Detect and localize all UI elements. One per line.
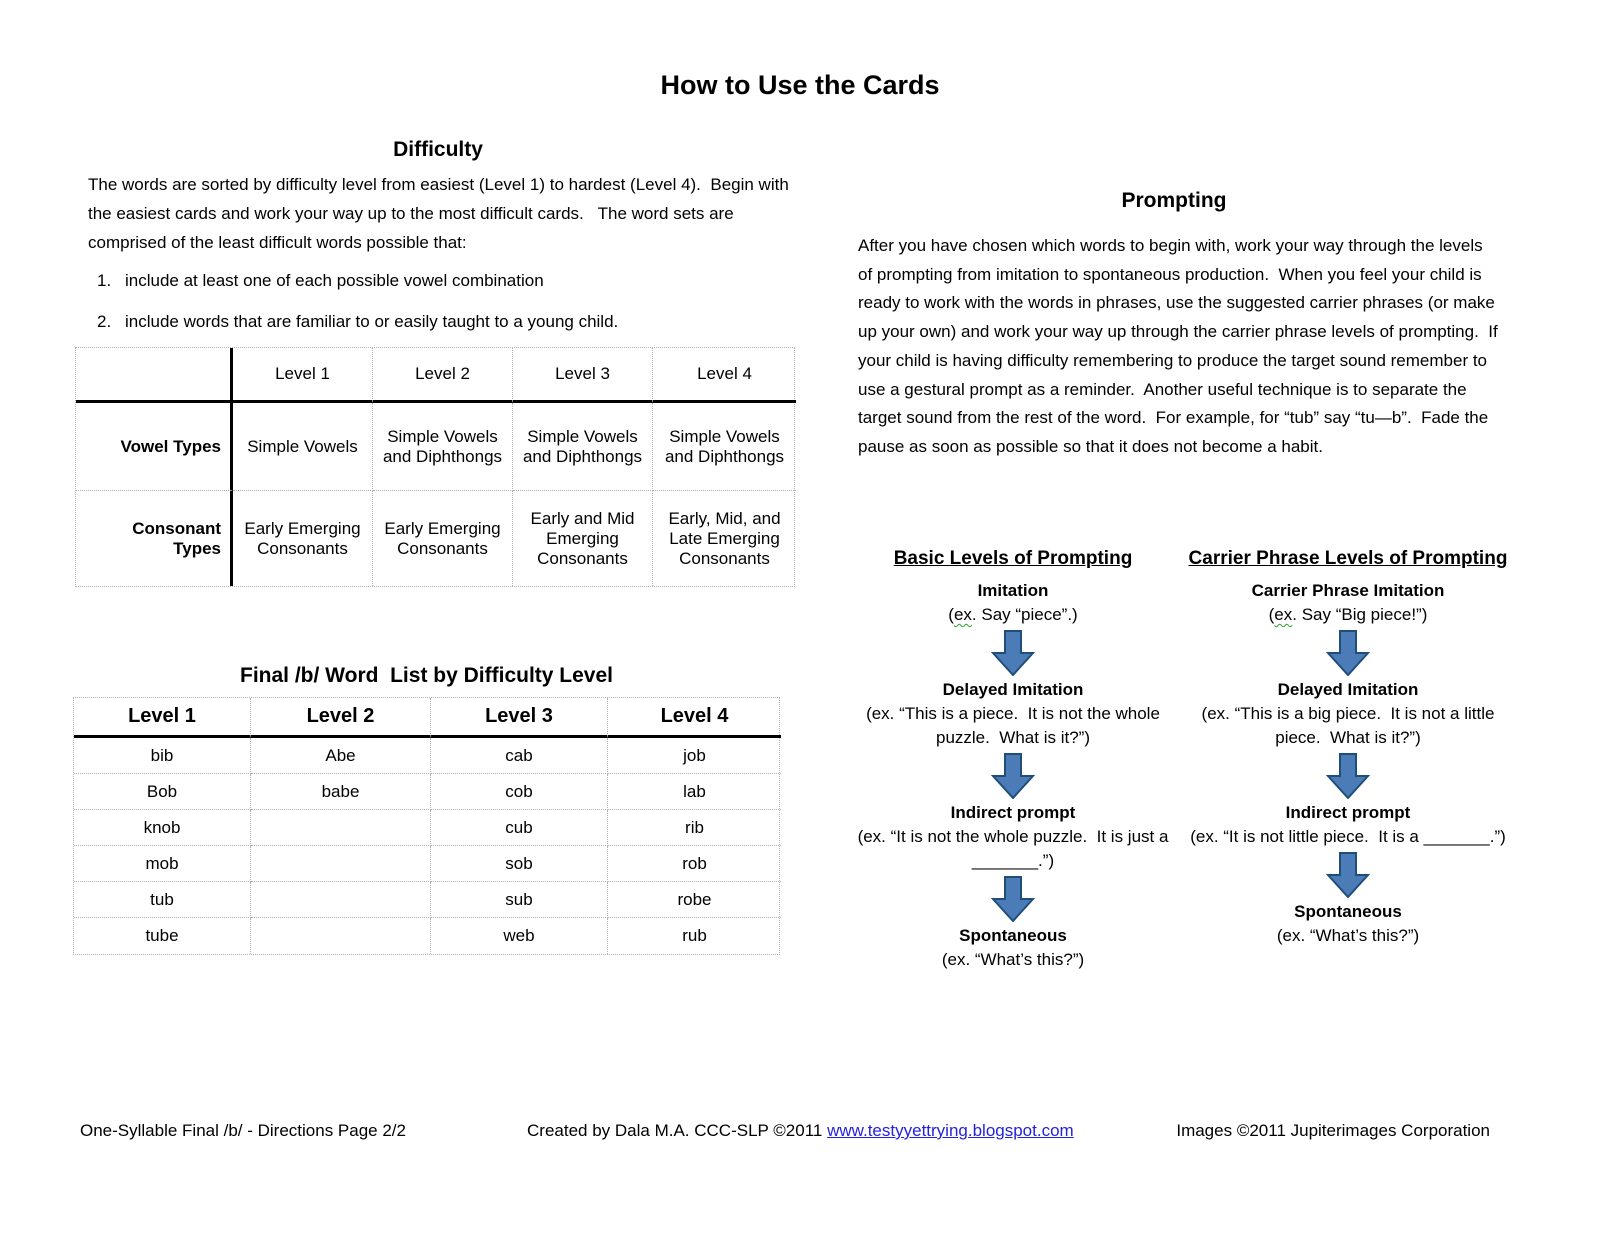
word-list-heading: Final /b/ Word List by Difficulty Level [240,664,613,687]
basic-prompting-flowchart: Basic Levels of Prompting Imitation (ex.… [848,546,1178,972]
step-title: Spontaneous [959,926,1067,945]
row-header: Consonant Types [76,491,233,586]
step-example: (ex. “This is a big piece. It is not a l… [1201,704,1500,747]
table-corner-cell [76,348,233,403]
column-header: Level 3 [431,698,608,738]
word-cell [251,810,431,846]
table-cell: Early and Mid Emerging Consonants [513,491,653,586]
list-item: 2. include words that are familiar to or… [97,312,797,332]
table-cell: Early, Mid, and Late Emerging Consonants [668,508,781,568]
difficulty-table: Level 1 Level 2 Level 3 Level 4 Vowel Ty… [75,347,796,587]
word-cell: web [431,918,608,954]
column-header: Level 2 [251,698,431,738]
word-cell: knob [74,810,251,846]
footer-images-credit: Images ©2011 Jupiterimages Corporation [1176,1121,1490,1140]
step-example: (ex. “What’s this?”) [1276,926,1420,945]
word-cell: cob [431,774,608,810]
step-example: (ex. “It is not the whole puzzle. It is … [857,827,1174,870]
word-cell [251,882,431,918]
footer-page-label: One-Syllable Final /b/ - Directions Page… [80,1121,406,1140]
column-header: Level 3 [513,348,653,403]
step-title: Imitation [977,581,1049,600]
word-cell: Bob [74,774,251,810]
flowchart-heading: Basic Levels of Prompting [893,548,1133,569]
step-example: (ex. “It is not little piece. It is a __… [1190,827,1506,846]
list-item: 1. include at least one of each possible… [97,271,797,291]
word-cell: mob [74,846,251,882]
down-arrow-icon [991,876,1035,922]
table-cell: Early Emerging Consonants [233,491,373,586]
word-cell [251,918,431,954]
word-cell: rib [608,810,781,846]
list-number: 1. [97,271,112,290]
word-list-table: Level 1 Level 2 Level 3 Level 4 bib Abe … [73,697,781,955]
word-cell: babe [251,774,431,810]
word-cell: Abe [251,738,431,774]
word-cell: rub [682,926,707,945]
table-cell: Early Emerging Consonants [373,491,513,586]
difficulty-intro: The words are sorted by difficulty level… [88,175,794,252]
word-cell: rob [608,846,781,882]
down-arrow-icon [1326,630,1370,676]
column-header: Level 1 [233,348,373,403]
down-arrow-icon [991,630,1035,676]
prompting-body: After you have chosen which words to beg… [858,236,1503,456]
word-cell: bib [74,738,251,774]
table-cell: Simple Vowels and Diphthongs [513,403,653,491]
step-example: (ex. “What’s this?”) [941,950,1085,969]
table-cell: Simple Vowels and Diphthongs [653,403,796,491]
page-title: How to Use the Cards [660,70,940,100]
list-text: include words that are familiar to or ea… [125,312,619,331]
word-cell: sub [431,882,608,918]
step-example: (ex. Say “piece”.) [948,605,1078,624]
column-header: Level 1 [74,698,251,738]
word-cell: tube [74,918,251,954]
flowchart-heading: Carrier Phrase Levels of Prompting [1188,548,1508,569]
step-example: (ex. “This is a piece. It is not the who… [866,704,1165,747]
table-cell: Simple Vowels and Diphthongs [373,403,513,491]
step-title: Delayed Imitation [942,680,1084,699]
word-cell: cab [431,738,608,774]
prompting-heading: Prompting [1121,189,1227,212]
footer-credit-text: Created by Dala M.A. CCC-SLP ©2011 [527,1121,828,1140]
down-arrow-icon [1326,852,1370,898]
column-header: Level 4 [608,698,781,738]
difficulty-heading: Difficulty [393,138,483,161]
table-cell: Simple Vowels [233,403,373,491]
step-title: Indirect prompt [950,803,1076,822]
footer-blog-link[interactable]: www.testyyettrying.blogspot.com [827,1121,1074,1140]
step-title: Spontaneous [1294,902,1402,921]
carrier-prompting-flowchart: Carrier Phrase Levels of Prompting Carri… [1182,546,1514,948]
list-text: include at least one of each possible vo… [125,271,544,290]
step-example: (ex. Say “Big piece!”) [1268,605,1428,624]
step-title: Delayed Imitation [1277,680,1419,699]
word-cell: cub [431,810,608,846]
word-cell: sob [431,846,608,882]
word-cell: robe [608,882,781,918]
column-header: Level 4 [653,348,796,403]
word-cell [251,846,431,882]
row-header: Vowel Types [76,403,233,491]
list-number: 2. [97,312,112,331]
word-cell: lab [608,774,781,810]
column-header: Level 2 [373,348,513,403]
down-arrow-icon [991,753,1035,799]
step-title: Indirect prompt [1285,803,1411,822]
down-arrow-icon [1326,753,1370,799]
word-cell: tub [74,882,251,918]
footer-credit: Created by Dala M.A. CCC-SLP ©2011 www.t… [527,1121,1074,1141]
word-cell: job [608,738,781,774]
step-title: Carrier Phrase Imitation [1251,581,1445,600]
